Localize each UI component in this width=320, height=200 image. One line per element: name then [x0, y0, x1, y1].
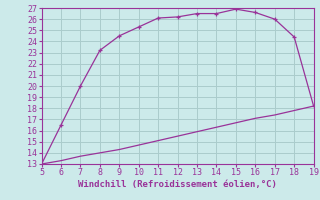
X-axis label: Windchill (Refroidissement éolien,°C): Windchill (Refroidissement éolien,°C)	[78, 180, 277, 189]
